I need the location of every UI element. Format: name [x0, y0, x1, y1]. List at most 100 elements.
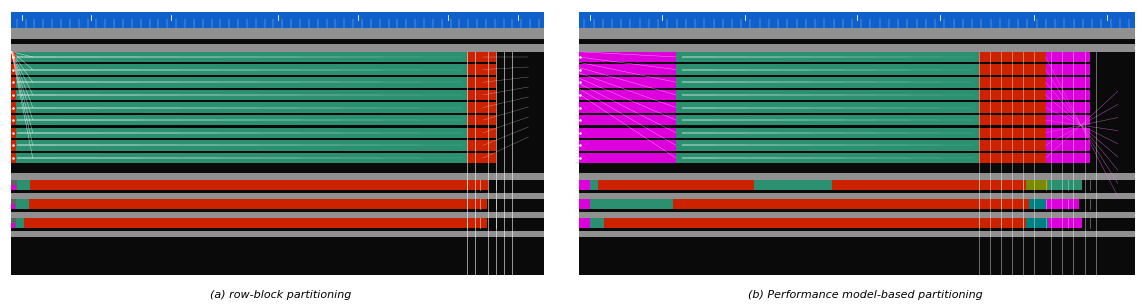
Bar	[1045, 153, 1090, 163]
Bar	[579, 44, 1135, 52]
Bar	[979, 115, 1045, 125]
Bar	[24, 218, 487, 228]
Bar	[590, 218, 604, 228]
Bar	[11, 199, 16, 209]
Bar	[579, 193, 1135, 199]
Bar	[1026, 218, 1049, 228]
Bar	[979, 77, 1045, 88]
Bar	[468, 90, 496, 100]
Bar	[1045, 102, 1090, 113]
Bar	[979, 90, 1045, 100]
Bar	[11, 90, 468, 100]
Bar	[468, 153, 496, 163]
Bar	[1045, 128, 1090, 138]
Bar	[1045, 199, 1080, 209]
Bar	[11, 180, 17, 190]
Bar	[579, 77, 676, 88]
Bar	[1045, 140, 1090, 151]
Bar	[579, 138, 1135, 140]
Bar	[468, 140, 496, 151]
Bar	[1045, 115, 1090, 125]
Bar	[579, 102, 676, 113]
Bar	[579, 12, 1135, 28]
Bar	[1045, 90, 1090, 100]
Bar	[673, 199, 829, 209]
Bar	[579, 140, 676, 151]
Bar	[579, 151, 1135, 153]
Bar	[11, 218, 16, 228]
Bar	[676, 90, 979, 100]
Bar	[1049, 180, 1082, 190]
Bar	[11, 125, 544, 128]
Bar	[11, 190, 544, 193]
Bar	[11, 44, 544, 52]
Bar	[579, 39, 1135, 44]
Bar	[676, 140, 979, 151]
Bar	[676, 115, 979, 125]
Bar	[1029, 199, 1045, 209]
Bar	[1045, 52, 1090, 62]
Bar	[16, 218, 24, 228]
Bar	[468, 115, 496, 125]
Bar	[11, 153, 468, 163]
Bar	[11, 128, 468, 138]
Bar	[11, 151, 544, 153]
Bar	[579, 64, 676, 75]
Bar	[676, 77, 979, 88]
Bar	[11, 75, 544, 77]
Bar	[1049, 218, 1082, 228]
Bar	[579, 62, 1135, 64]
Bar	[604, 218, 1026, 228]
Bar	[11, 90, 16, 100]
Bar	[11, 52, 468, 62]
Bar	[579, 52, 676, 62]
Bar	[579, 218, 590, 228]
Bar	[11, 62, 544, 64]
Text: (b) Performance model-based partitioning: (b) Performance model-based partitioning	[748, 290, 982, 300]
Bar	[11, 140, 16, 151]
Bar	[979, 64, 1045, 75]
Bar	[579, 228, 1135, 231]
Bar	[468, 64, 496, 75]
Bar	[11, 77, 468, 88]
Bar	[11, 39, 544, 44]
Bar	[11, 193, 544, 199]
Bar	[11, 102, 468, 113]
Bar	[11, 153, 16, 163]
Bar	[11, 115, 468, 125]
Bar	[676, 102, 979, 113]
Bar	[11, 164, 544, 173]
Bar	[11, 77, 16, 88]
Bar	[579, 164, 1135, 173]
Bar	[579, 128, 676, 138]
Bar	[979, 140, 1045, 151]
Bar	[1026, 180, 1049, 190]
Bar	[979, 102, 1045, 113]
Bar	[17, 180, 30, 190]
Bar	[11, 204, 15, 209]
Bar	[11, 223, 15, 228]
Bar	[11, 163, 544, 166]
Bar	[468, 52, 496, 62]
Bar	[579, 163, 1135, 166]
Bar	[829, 199, 1029, 209]
Bar	[11, 231, 544, 237]
Bar	[30, 180, 488, 190]
Bar	[579, 113, 1135, 115]
Bar	[11, 173, 544, 180]
Bar	[1045, 77, 1090, 88]
Bar	[832, 180, 1026, 190]
Bar	[11, 128, 16, 138]
Bar	[11, 64, 468, 75]
Bar	[579, 88, 1135, 90]
Bar	[590, 199, 673, 209]
Bar	[16, 199, 29, 209]
Bar	[579, 153, 676, 163]
Bar	[579, 90, 676, 100]
Bar	[590, 180, 598, 190]
Bar	[598, 180, 754, 190]
Bar	[676, 128, 979, 138]
Bar	[11, 113, 544, 115]
Bar	[579, 173, 1135, 180]
Bar	[11, 102, 16, 113]
